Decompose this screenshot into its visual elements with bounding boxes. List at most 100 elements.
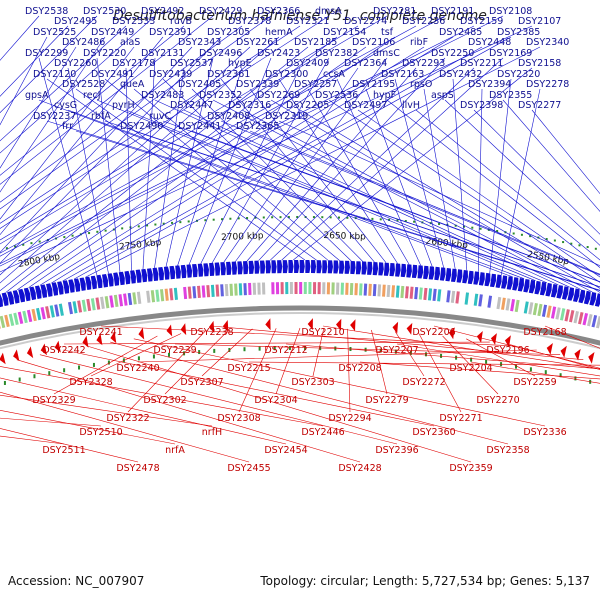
category-mark — [591, 314, 598, 328]
forward-gene-arrow — [389, 263, 395, 277]
inner-tick — [137, 356, 140, 361]
reverse-gene-label: DSY2322 — [106, 413, 149, 424]
forward-leader-line — [125, 67, 132, 271]
reverse-leader-line — [312, 328, 325, 377]
forward-gene-label: hypF — [373, 90, 396, 101]
reverse-leader-line — [63, 349, 435, 427]
category-mark — [261, 282, 266, 295]
scale-tick — [179, 221, 182, 224]
forward-gene-label: DSY2299 — [25, 48, 68, 59]
forward-gene-arrow — [344, 260, 350, 274]
scale-tick — [454, 224, 457, 227]
category-mark — [523, 301, 529, 314]
category-mark — [35, 307, 42, 321]
reverse-gene-arrow — [476, 331, 483, 343]
forward-gene-label: alaS — [120, 37, 140, 48]
category-mark — [238, 283, 243, 296]
forward-gene-label: DSY2492 — [141, 6, 184, 17]
reverse-leader-line — [0, 428, 139, 463]
reverse-leader-line — [86, 345, 472, 463]
reverse-leader-line — [127, 331, 206, 413]
scale-tick — [586, 246, 589, 249]
forward-gene-label: DSY2432 — [439, 69, 482, 80]
forward-leader-line — [249, 88, 387, 263]
forward-gene-label: DSY2163 — [381, 69, 424, 80]
category-mark — [40, 307, 46, 320]
forward-gene-label: frr — [62, 121, 73, 132]
forward-gene-arrow — [428, 266, 435, 280]
forward-gene-arrow — [417, 265, 424, 279]
forward-gene-label: DSY2205 — [286, 100, 329, 111]
category-mark — [17, 311, 24, 325]
reverse-leader-line — [275, 327, 301, 395]
scale-tick — [88, 232, 91, 235]
category-mark — [266, 282, 270, 295]
reverse-leader-line — [396, 343, 600, 377]
forward-leader-line — [502, 99, 600, 212]
forward-leader-line — [386, 99, 600, 268]
scale-tick — [388, 218, 391, 221]
forward-leader-line — [489, 78, 512, 274]
forward-gene-label: DSY2120 — [33, 69, 76, 80]
forward-gene-arrow — [423, 265, 429, 280]
forward-gene-arrow — [484, 272, 491, 287]
category-mark — [312, 282, 317, 295]
category-mark — [104, 296, 110, 309]
category-mark — [285, 282, 289, 295]
reverse-gene-label: DSY2215 — [227, 363, 270, 374]
category-mark — [409, 286, 414, 299]
forward-gene-label: DSY2385 — [497, 27, 540, 38]
inner-tick — [3, 380, 6, 385]
category-mark — [8, 313, 15, 327]
forward-gene-label: DSY2340 — [526, 37, 569, 48]
forward-leader-line — [0, 36, 106, 193]
scale-tick — [104, 229, 107, 232]
forward-gene-label: hypE — [228, 58, 252, 69]
scale-tick — [246, 217, 249, 220]
forward-gene-label: DSY2361 — [207, 69, 250, 80]
forward-gene-arrow — [327, 260, 333, 274]
reverse-gene-label: DSY2511 — [42, 445, 85, 456]
forward-gene-label: aspS — [431, 90, 454, 101]
forward-gene-arrow — [141, 268, 148, 283]
category-mark — [178, 287, 183, 300]
scale-tick — [396, 219, 399, 222]
forward-gene-label: DSY2220 — [83, 48, 126, 59]
forward-leader-line — [0, 25, 359, 241]
category-mark — [573, 311, 579, 324]
scale-tick — [553, 239, 556, 242]
forward-gene-arrow — [578, 289, 586, 304]
category-mark — [455, 291, 460, 304]
inner-tick — [440, 353, 443, 358]
scale-tick — [162, 222, 165, 225]
forward-gene-arrow — [355, 261, 362, 275]
forward-leader-line — [74, 36, 512, 280]
reverse-leader-line — [0, 377, 287, 445]
forward-leader-line — [0, 25, 127, 142]
forward-gene-arrow — [254, 260, 260, 274]
reverse-gene-label: DSY2279 — [365, 395, 408, 406]
scale-tick — [562, 241, 565, 244]
inner-tick — [470, 357, 473, 362]
reverse-leader-line — [418, 333, 462, 413]
forward-leader-line — [0, 36, 280, 284]
forward-gene-arrow — [556, 285, 563, 299]
category-mark — [469, 293, 474, 306]
forward-gene-label: recJ — [83, 90, 101, 101]
forward-gene-arrow — [434, 266, 440, 281]
category-mark — [345, 282, 349, 295]
scale-tick — [578, 244, 581, 247]
forward-gene-arrow — [277, 260, 283, 274]
forward-leader-line — [278, 78, 398, 264]
category-mark — [118, 294, 124, 307]
genome-backbone-inner — [0, 311, 600, 350]
scale-tick — [121, 227, 124, 230]
category-mark — [391, 285, 396, 298]
forward-leader-line — [0, 46, 135, 220]
reverse-gene-arrow — [574, 348, 581, 361]
reverse-leader-line — [371, 329, 388, 395]
category-mark — [183, 286, 188, 300]
category-mark — [514, 299, 520, 313]
inner-tick — [485, 359, 488, 364]
category-mark — [299, 282, 303, 295]
